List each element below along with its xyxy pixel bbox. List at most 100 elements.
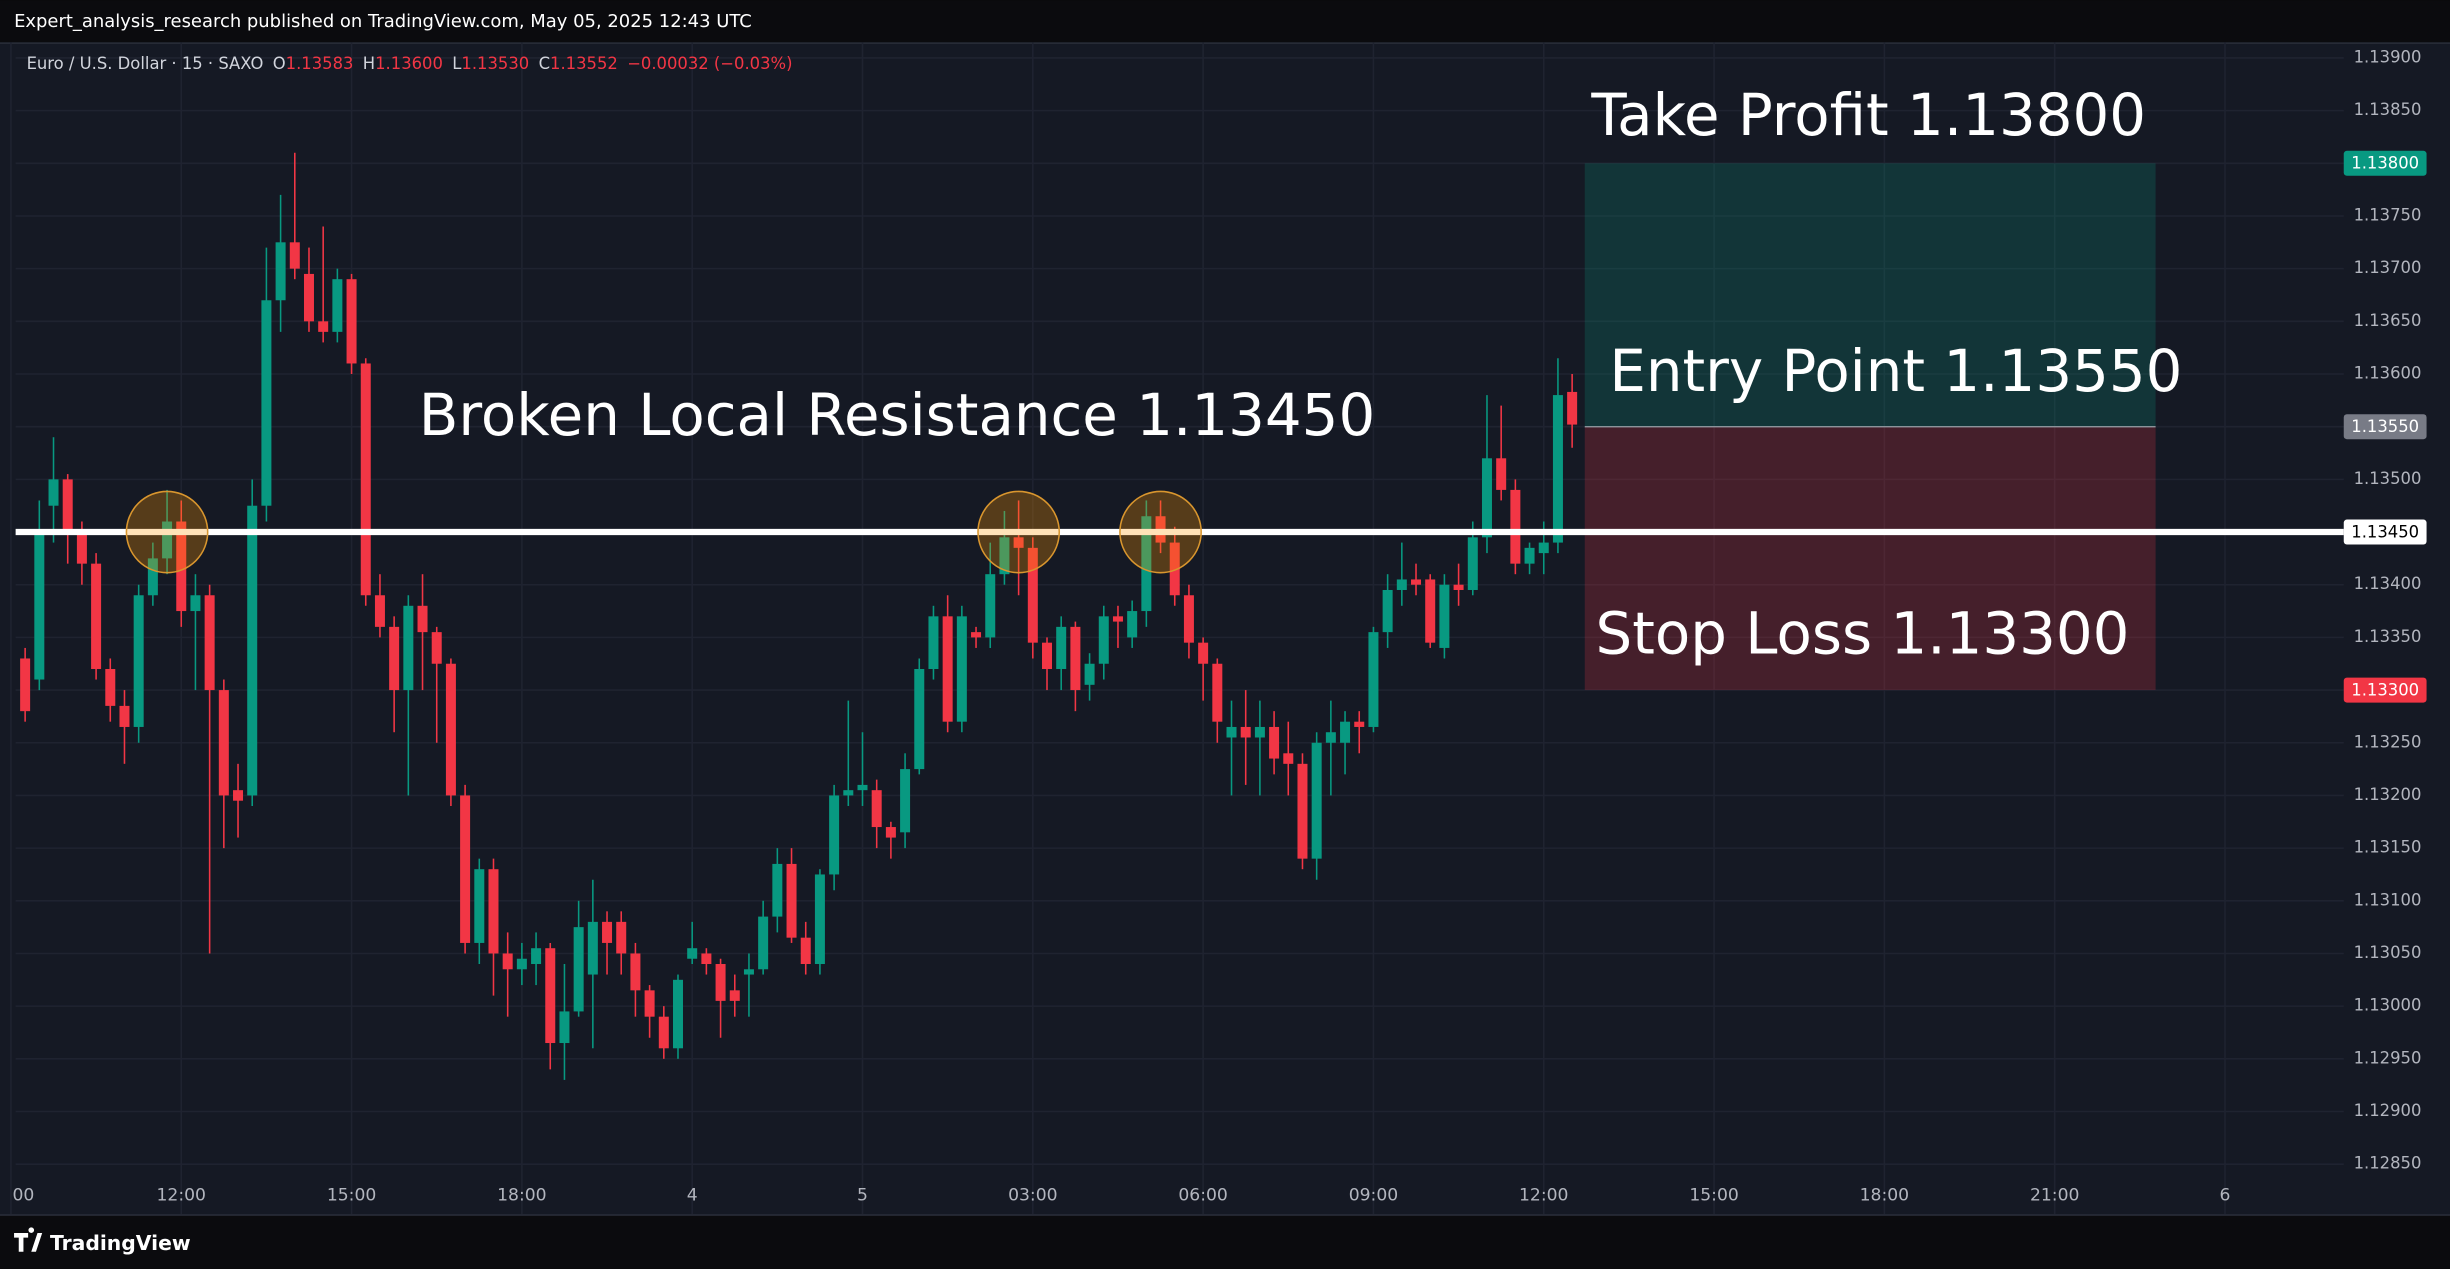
candle-body — [1098, 616, 1109, 664]
candle-body — [62, 479, 73, 533]
candle-body — [1524, 547, 1535, 564]
candle-body — [133, 595, 144, 727]
candle-body — [1070, 626, 1081, 691]
candle-body — [1269, 726, 1280, 759]
y-tick-label: 1.13500 — [2354, 469, 2422, 488]
candle-body — [1127, 611, 1138, 638]
x-tick-label: 6 — [2220, 1185, 2231, 1205]
x-tick-label: 06:00 — [1178, 1185, 1228, 1205]
candle-body — [1396, 579, 1407, 590]
candle-body — [1481, 458, 1492, 538]
candle-body — [76, 532, 87, 564]
candle-body — [91, 563, 102, 670]
y-tick-label: 1.13850 — [2354, 100, 2422, 119]
y-tick-label: 1.13900 — [2354, 47, 2422, 66]
candle-body — [1013, 537, 1024, 548]
candle-body — [1141, 516, 1152, 612]
candle-body — [1042, 642, 1053, 670]
y-tick-label: 1.13000 — [2354, 996, 2422, 1015]
candle-body — [332, 279, 343, 332]
legend-value: 1.13583 — [286, 54, 354, 73]
y-tick-label: 1.13700 — [2354, 258, 2422, 277]
candle-body — [928, 616, 939, 670]
touch-marker — [1119, 490, 1202, 574]
candle-body — [1467, 537, 1478, 590]
candle-body — [658, 1016, 669, 1049]
candle-body — [1510, 489, 1521, 564]
candle-body — [1340, 721, 1351, 743]
candle-body — [204, 595, 215, 691]
candle-body — [1453, 584, 1464, 590]
candle-body — [999, 537, 1010, 575]
take-profit-label: Take Profit 1.13800 — [1590, 81, 2146, 149]
candle-body — [531, 948, 542, 965]
candle-body — [857, 784, 868, 791]
touch-marker — [125, 490, 209, 574]
resistance-label: Broken Local Resistance 1.13450 — [419, 381, 1375, 449]
candle-body — [743, 969, 754, 975]
candle-body — [233, 790, 244, 801]
y-tick-label: 1.13650 — [2354, 311, 2422, 330]
candle-body — [758, 916, 769, 970]
candle-body — [275, 242, 286, 301]
candle-body — [460, 795, 471, 943]
candle-body — [1496, 458, 1507, 490]
x-tick-label: 4 — [687, 1185, 698, 1205]
candle-body — [1056, 626, 1067, 670]
candle-body — [1439, 584, 1450, 648]
candle-body — [1183, 595, 1194, 643]
candle-body — [971, 632, 982, 638]
price-tag — [2343, 677, 2427, 703]
candle-body — [502, 953, 513, 970]
candle-body — [1325, 732, 1336, 743]
candle-body — [218, 690, 229, 796]
x-tick-label: 03:00 — [1008, 1185, 1058, 1205]
candle-body — [190, 595, 201, 612]
candle-body — [1382, 589, 1393, 633]
publish-header: Expert_analysis_research published on Tr… — [14, 11, 752, 32]
x-tick-label: 18:00 — [497, 1185, 547, 1205]
x-tick-label: 12:00 — [1519, 1185, 1569, 1205]
y-tick-label: 1.12950 — [2354, 1048, 2422, 1067]
y-tick-label: 1.13200 — [2354, 785, 2422, 804]
x-tick-label: 09:00 — [1349, 1185, 1399, 1205]
candle-body — [360, 363, 371, 596]
price-tag — [2343, 414, 2427, 440]
candle-body — [1567, 391, 1578, 425]
candle-body — [1112, 616, 1123, 622]
candle-body — [829, 795, 840, 875]
candle-body — [602, 921, 613, 943]
price-tag-label: 1.13450 — [2351, 522, 2419, 541]
candle-body — [389, 626, 400, 691]
legend-key: L — [452, 54, 462, 73]
legend-value: 1.13530 — [461, 54, 529, 73]
stop-loss-label: Stop Loss 1.13300 — [1596, 600, 2130, 668]
y-tick-label: 1.13600 — [2354, 364, 2422, 383]
candle-body — [1027, 547, 1038, 643]
candle-body — [1538, 542, 1549, 554]
candle-body — [474, 869, 485, 943]
candle-body — [672, 979, 683, 1049]
candle-body — [34, 532, 45, 680]
candle-body — [573, 927, 584, 1012]
candle-body — [843, 790, 854, 796]
candle-body — [1084, 663, 1095, 685]
x-tick-label: 18:00 — [1860, 1185, 1910, 1205]
candle-body — [1311, 742, 1322, 859]
candle-body — [1283, 753, 1294, 764]
candle-body — [701, 953, 712, 965]
candle-body — [545, 948, 556, 1044]
legend-value: 1.13600 — [375, 54, 443, 73]
x-tick-label: 21:00 — [2030, 1185, 2080, 1205]
candle-body — [289, 242, 300, 269]
y-tick-label: 1.13050 — [2354, 943, 2422, 962]
candle-body — [800, 937, 811, 965]
y-tick-label: 1.13350 — [2354, 627, 2422, 646]
price-tag — [2343, 519, 2427, 545]
candle-body — [1297, 763, 1308, 859]
entry-label: Entry Point 1.13550 — [1609, 337, 2182, 405]
candle-body — [318, 321, 329, 332]
candle-body — [261, 300, 272, 506]
